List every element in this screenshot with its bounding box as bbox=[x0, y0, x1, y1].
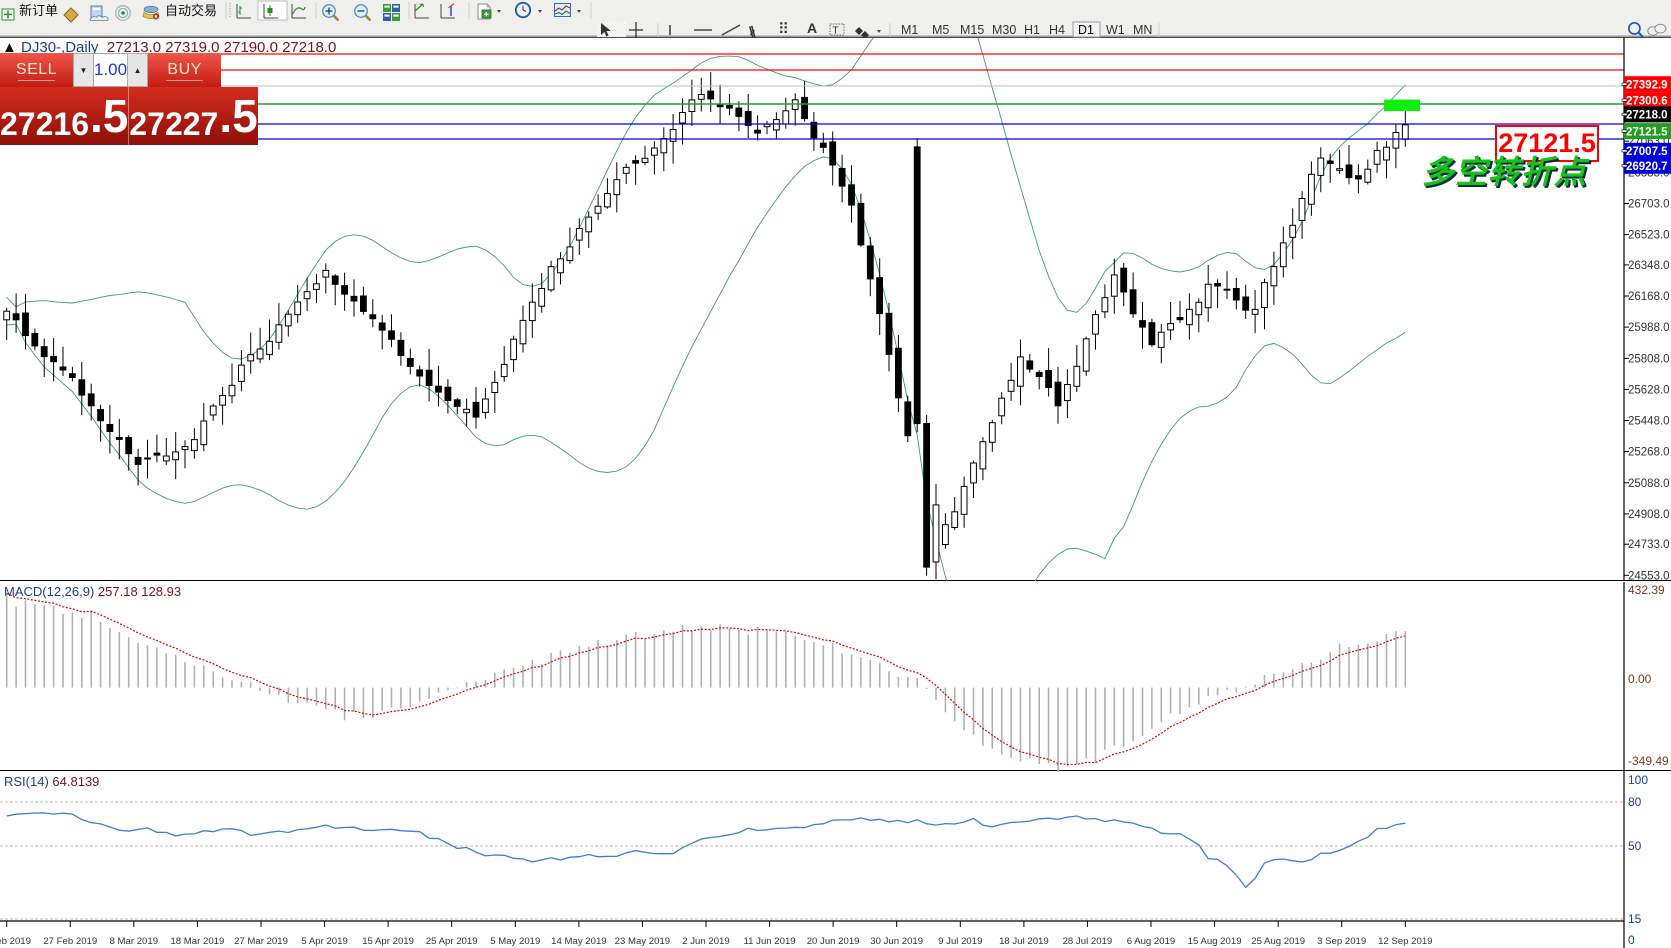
svg-text:27007.5: 27007.5 bbox=[1626, 146, 1668, 158]
svg-text:D1: D1 bbox=[1078, 23, 1094, 37]
svg-text:M15: M15 bbox=[960, 23, 984, 37]
svg-text:100: 100 bbox=[1628, 773, 1648, 787]
svg-text:18 Mar 2019: 18 Mar 2019 bbox=[170, 936, 224, 947]
svg-text:24553.0: 24553.0 bbox=[1628, 570, 1670, 581]
svg-text:27 Mar 2019: 27 Mar 2019 bbox=[234, 936, 288, 947]
svg-text:14 May 2019: 14 May 2019 bbox=[551, 936, 606, 947]
svg-text:25088.0: 25088.0 bbox=[1628, 478, 1670, 490]
svg-text:T: T bbox=[833, 26, 839, 37]
svg-text:24908.0: 24908.0 bbox=[1628, 509, 1670, 521]
svg-text:W1: W1 bbox=[1106, 23, 1125, 37]
svg-text:25628.0: 25628.0 bbox=[1628, 384, 1670, 396]
svg-text:26703.0: 26703.0 bbox=[1628, 199, 1670, 211]
svg-text:26523.0: 26523.0 bbox=[1628, 230, 1670, 242]
svg-text:12 Sep 2019: 12 Sep 2019 bbox=[1378, 936, 1432, 947]
svg-text:432.39: 432.39 bbox=[1628, 583, 1665, 597]
svg-text:26348.0: 26348.0 bbox=[1628, 260, 1670, 272]
svg-text:30 Jun 2019: 30 Jun 2019 bbox=[870, 936, 923, 947]
svg-text:25 Apr 2019: 25 Apr 2019 bbox=[426, 936, 478, 947]
svg-text:11 Jun 2019: 11 Jun 2019 bbox=[744, 936, 796, 947]
svg-text:RSI(14) 64.8139: RSI(14) 64.8139 bbox=[4, 774, 99, 789]
svg-text:27218.0: 27218.0 bbox=[1626, 110, 1668, 122]
svg-text:⠿: ⠿ bbox=[778, 21, 789, 38]
svg-text:27300.6: 27300.6 bbox=[1626, 96, 1668, 108]
svg-text:25988.0: 25988.0 bbox=[1628, 322, 1670, 334]
svg-text:20 Jun 2019: 20 Jun 2019 bbox=[807, 936, 860, 947]
svg-text:H1: H1 bbox=[1024, 23, 1040, 37]
svg-text:2 Jun 2019: 2 Jun 2019 bbox=[682, 936, 729, 947]
svg-text:6 Aug 2019: 6 Aug 2019 bbox=[1127, 936, 1176, 947]
svg-text:8 Mar 2019: 8 Mar 2019 bbox=[110, 936, 159, 947]
svg-text:15 Aug 2019: 15 Aug 2019 bbox=[1188, 936, 1242, 947]
svg-text:9 Jul 2019: 9 Jul 2019 bbox=[938, 936, 982, 947]
svg-text:H4: H4 bbox=[1049, 23, 1065, 37]
svg-text:27 Feb 2019: 27 Feb 2019 bbox=[43, 936, 97, 947]
svg-text:25268.0: 25268.0 bbox=[1628, 447, 1670, 459]
svg-text:自动交易: 自动交易 bbox=[165, 3, 217, 18]
svg-text:5 May 2019: 5 May 2019 bbox=[490, 936, 540, 947]
svg-text:50: 50 bbox=[1628, 839, 1642, 853]
svg-text:0.00: 0.00 bbox=[1628, 672, 1652, 686]
svg-text:-349.49: -349.49 bbox=[1628, 754, 1669, 768]
svg-text:8 Feb 2019: 8 Feb 2019 bbox=[0, 936, 31, 947]
svg-text:15 Apr 2019: 15 Apr 2019 bbox=[362, 936, 414, 947]
svg-text:27392.9: 27392.9 bbox=[1626, 80, 1668, 92]
svg-text:23 May 2019: 23 May 2019 bbox=[615, 936, 670, 947]
svg-text:0: 0 bbox=[1628, 933, 1635, 947]
svg-text:28 Jul 2019: 28 Jul 2019 bbox=[1063, 936, 1113, 947]
svg-text:M1: M1 bbox=[901, 23, 918, 37]
svg-text:27121.5: 27121.5 bbox=[1626, 126, 1668, 138]
svg-text:新订单: 新订单 bbox=[19, 3, 58, 18]
svg-text:24733.0: 24733.0 bbox=[1628, 539, 1670, 551]
svg-text:5 Apr 2019: 5 Apr 2019 bbox=[301, 936, 347, 947]
svg-text:3 Sep 2019: 3 Sep 2019 bbox=[1317, 936, 1366, 947]
svg-text:26920.7: 26920.7 bbox=[1626, 161, 1668, 173]
svg-text:15: 15 bbox=[1628, 912, 1642, 926]
svg-text:25448.0: 25448.0 bbox=[1628, 416, 1670, 428]
svg-text:M5: M5 bbox=[932, 23, 949, 37]
svg-text:25808.0: 25808.0 bbox=[1628, 353, 1670, 365]
svg-text:18 Jul 2019: 18 Jul 2019 bbox=[999, 936, 1049, 947]
svg-text:25 Aug 2019: 25 Aug 2019 bbox=[1251, 936, 1305, 947]
svg-text:A: A bbox=[807, 20, 817, 36]
svg-text:80: 80 bbox=[1628, 795, 1642, 809]
svg-text:MACD(12,26,9) 257.18 128.93: MACD(12,26,9) 257.18 128.93 bbox=[4, 584, 181, 599]
svg-text:26168.0: 26168.0 bbox=[1628, 291, 1670, 303]
svg-text:MN: MN bbox=[1133, 23, 1152, 37]
svg-text:M30: M30 bbox=[992, 23, 1016, 37]
